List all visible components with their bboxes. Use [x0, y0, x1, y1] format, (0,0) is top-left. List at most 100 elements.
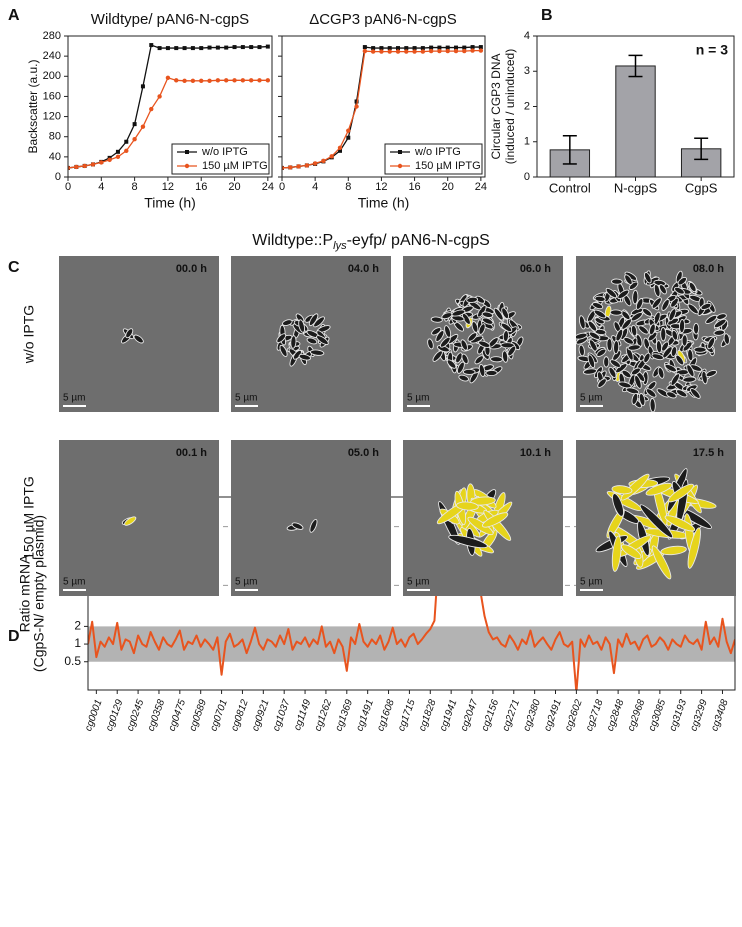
point [404, 46, 409, 51]
x-tick-label: cg0921 [250, 698, 272, 733]
point [371, 46, 376, 51]
band [88, 626, 735, 662]
cell [309, 518, 318, 533]
point [354, 99, 359, 104]
cell [682, 376, 697, 383]
cell [470, 496, 496, 506]
x-tick-label: N-cgpS [614, 180, 658, 195]
x-tick-label: cg2491 [542, 698, 564, 733]
x-tick-label: cg1369 [334, 698, 356, 733]
point [82, 163, 87, 169]
point [395, 49, 401, 54]
cell [655, 340, 663, 354]
x-tick-label: 16 [195, 181, 207, 193]
plot-area [282, 45, 484, 171]
point [265, 78, 271, 83]
cell [643, 352, 651, 364]
cell [576, 332, 588, 340]
x-tick-label: cg2968 [626, 698, 648, 733]
x-tick-label: cg1941 [438, 698, 460, 733]
cell [645, 388, 657, 398]
point [182, 46, 187, 51]
panel-label: C [8, 259, 20, 276]
cell [660, 327, 667, 342]
point [124, 139, 129, 144]
point [379, 46, 384, 51]
point [174, 78, 179, 83]
cell [603, 356, 610, 368]
x-tick-label: 8 [132, 181, 138, 193]
scale-bar-label: 5 µm [407, 577, 429, 588]
cell [668, 308, 677, 322]
cell [298, 353, 311, 361]
legend-marker [185, 150, 189, 154]
cell [608, 366, 617, 379]
cell [593, 309, 607, 319]
legend-marker [398, 150, 402, 154]
cell [125, 328, 134, 339]
point [462, 48, 467, 54]
x-tick-label: CgpS [685, 180, 718, 195]
x-tick-label: 12 [162, 181, 174, 193]
cell [613, 340, 620, 355]
chart-panel: ΔCGP3 pAN6-N-cgpS 0 4 8 12 16 20 24 Time (h) w/o … [278, 11, 487, 211]
point [165, 46, 170, 51]
x-tick-label: 24 [475, 181, 487, 193]
x-tick-label: 16 [408, 181, 420, 193]
x-tick-label: cg1037 [271, 698, 293, 733]
point [165, 75, 171, 80]
figure-title: Wildtype::Plys-eyfp/ pAN6-N-cgpS [252, 232, 490, 252]
point [412, 49, 417, 54]
cell [664, 515, 696, 532]
micrograph [576, 440, 736, 596]
annotation: n = 3 [696, 42, 729, 58]
x-tick-label: cg3299 [688, 698, 710, 733]
point [174, 46, 179, 51]
cell [705, 369, 718, 378]
scale-bar-label: 5 µm [407, 393, 429, 404]
cell [639, 504, 674, 539]
point [232, 45, 237, 50]
cell [316, 335, 329, 345]
y-axis-label: Circular CGP3 DNA [489, 53, 503, 159]
cell [625, 387, 640, 395]
point [157, 94, 162, 99]
timestamp: 05.0 h [348, 447, 379, 459]
cell [667, 483, 694, 503]
point [68, 165, 71, 171]
cell [645, 482, 673, 496]
x-tick-label: cg0129 [104, 698, 126, 733]
micrograph [231, 440, 391, 596]
cell [582, 368, 598, 375]
cell [290, 335, 297, 349]
micrograph-background [231, 440, 391, 596]
cell [644, 272, 652, 284]
point [387, 46, 392, 51]
title-part: lys [333, 240, 347, 252]
cell [623, 337, 634, 345]
y-tick-label: 3 [524, 65, 530, 77]
cell [597, 378, 607, 388]
cell [461, 353, 469, 365]
x-tick-label: 20 [442, 181, 454, 193]
point [288, 165, 293, 170]
cell [298, 319, 306, 333]
point [412, 46, 417, 51]
scale-bar-label: 5 µm [63, 393, 85, 404]
x-tick-label: Control [549, 180, 591, 195]
scale-bar-label: 5 µm [580, 577, 602, 588]
cell [713, 318, 727, 329]
y-tick-label: 40 [49, 151, 61, 163]
point [74, 164, 79, 170]
cell [458, 374, 470, 382]
x-tick-label: cg0245 [125, 698, 147, 733]
point [312, 161, 318, 166]
cell [467, 516, 494, 536]
y-tick-label: 240 [43, 50, 61, 62]
legend-label: w/o IPTG [414, 146, 461, 158]
point [215, 78, 221, 83]
y-tick-label: 200 [43, 70, 61, 82]
x-tick-label: cg2718 [584, 698, 606, 733]
point [224, 78, 229, 83]
